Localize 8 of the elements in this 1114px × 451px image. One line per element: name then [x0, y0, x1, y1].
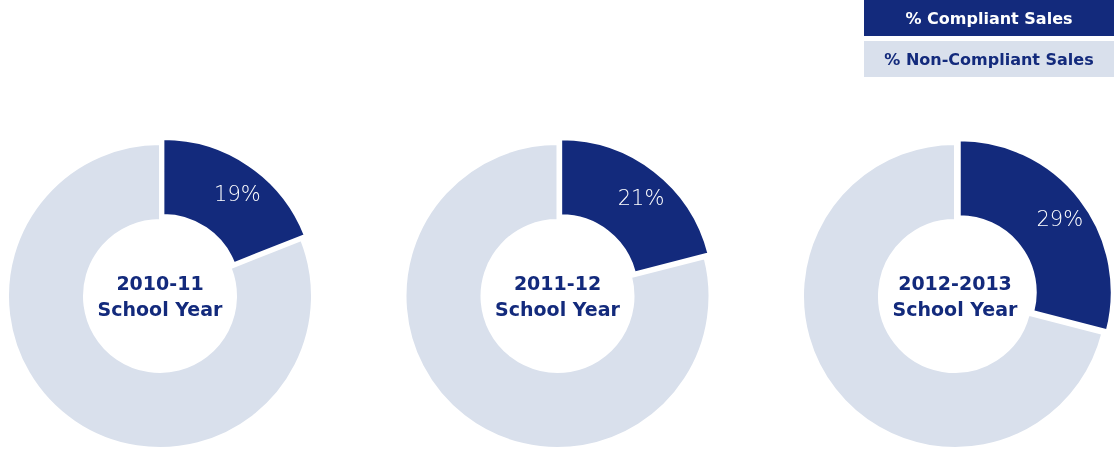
text: 2011-12 School Year [495, 272, 621, 320]
data-label: 29% [1036, 207, 1084, 232]
slice-label: % Non-Compliant Sales [884, 49, 1094, 69]
data-label: 21% [617, 186, 665, 211]
text: 2012-2013 School Year [892, 272, 1019, 320]
data-label: 19% [214, 181, 261, 206]
text: 2010-11 School Year [97, 272, 224, 320]
slice-label: % Compliant Sales [905, 8, 1073, 28]
